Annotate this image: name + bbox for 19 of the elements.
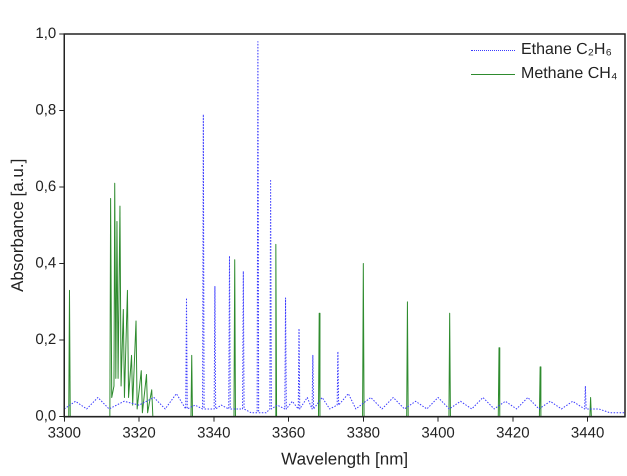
x-tick-label: 3300 [48,424,81,442]
x-tick-label: 3340 [197,424,230,442]
x-tick-label: 3360 [272,424,306,442]
y-tick-label: 0,0 [35,408,56,425]
legend-label: Ethane C₂H₆ [521,41,612,59]
y-tick-label: 0,4 [35,254,56,272]
x-tick-label: 3380 [346,424,380,442]
x-tick-label: 3440 [570,424,604,442]
y-tick-label: 0,6 [35,178,56,196]
x-tick-label: 3420 [496,424,530,442]
legend-label: Methane CH₄ [521,65,618,83]
y-tick-label: 0,8 [35,102,56,119]
y-tick-label: 1,0 [35,25,56,42]
line-series [64,41,625,414]
y-tick-label: 0,2 [35,331,56,348]
y-axis-title: Absorbance [a.u.] [8,158,27,292]
x-tick-label: 3400 [421,424,455,442]
x-tick-label: 3320 [122,424,156,442]
x-axis-title: Wavelength [nm] [281,449,408,468]
